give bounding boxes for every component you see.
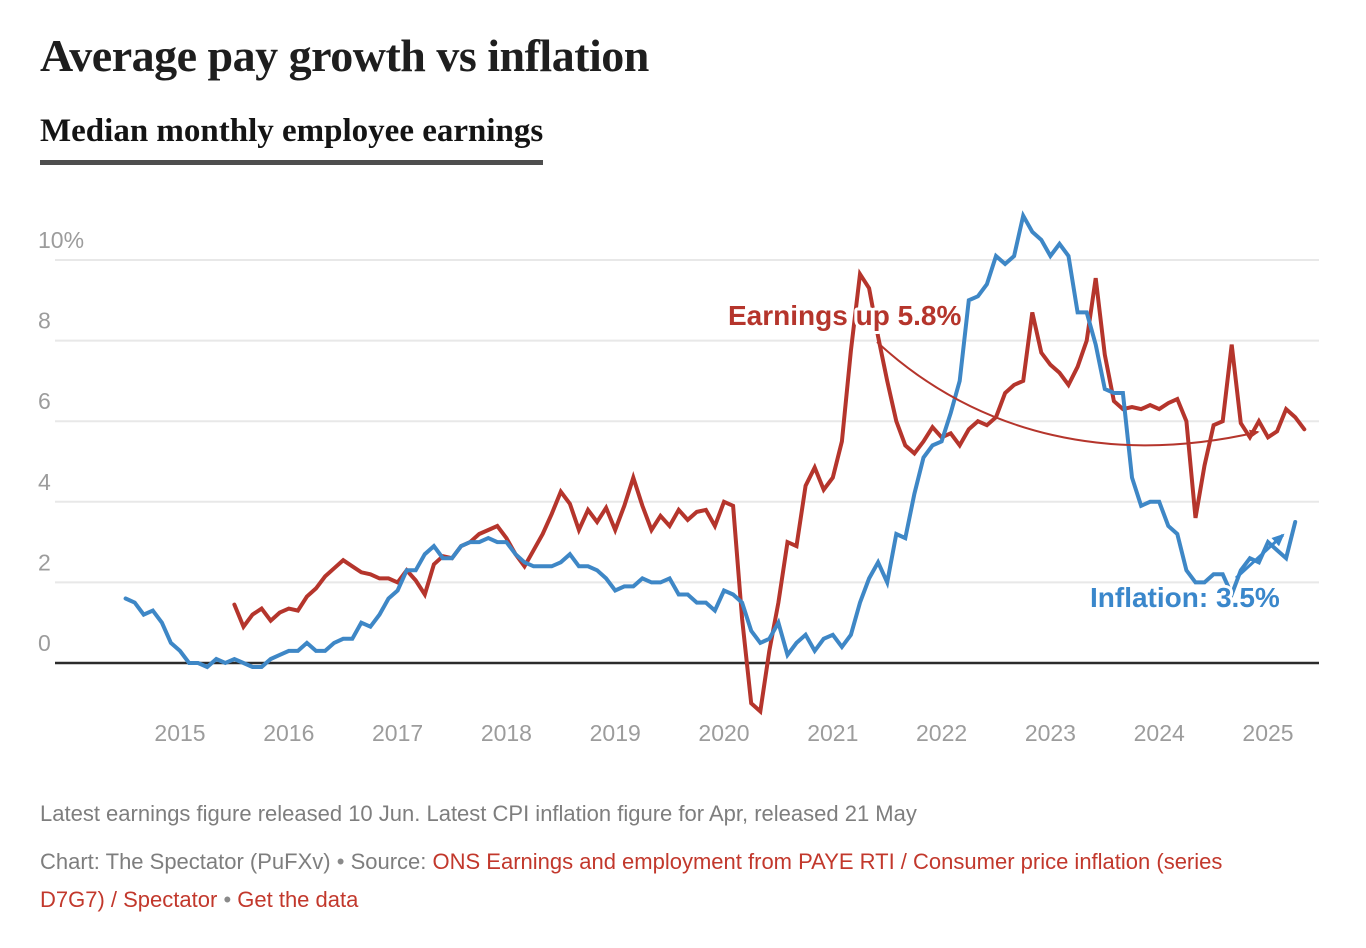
page-title: Average pay growth vs inflation [40,30,649,81]
x-tick-label: 2018 [481,720,532,746]
x-tick-label: 2016 [263,720,314,746]
line-chart-canvas: 0 2 4 6 8 10% 2015 2016 2017 2018 2019 2020 2021 2022… [38,210,1319,746]
chart-byline: Chart: The Spectator (PuFXv) • Source: O… [40,843,1250,919]
y-tick-label: 0 [38,630,51,656]
inflation-annotation-label: Inflation: 3.5% [1090,582,1280,613]
separator-dot: • [223,887,232,912]
inflation-line [123,210,1298,670]
separator-dot: • [336,849,345,874]
get-data-link[interactable]: Get the data [237,887,359,912]
x-tick-label: 2015 [154,720,205,746]
y-tick-label: 6 [38,388,51,414]
y-tick-label: 4 [38,469,51,495]
x-tick-label: 2019 [590,720,641,746]
x-tick-label: 2023 [1025,720,1076,746]
byline-credit: Chart: The Spectator (PuFXv) [40,849,331,874]
x-tick-label: 2025 [1242,720,1293,746]
x-tick-label: 2021 [807,720,858,746]
chart-subtitle-text: Median monthly employee earnings [40,112,544,165]
x-tick-label: 2017 [372,720,423,746]
source-link[interactable]: ONS Earnings and employment from PAYE RT… [40,849,1223,912]
chart-subtitle: Median monthly employee earnings [40,112,544,165]
source-label: Source: [350,849,427,874]
earnings-annotation-label: Earnings up 5.8% [728,300,961,331]
y-tick-label: 8 [38,308,51,334]
data-series [123,210,1307,716]
y-tick-label: 2 [38,549,51,575]
inflation-annotation-arrow [1234,533,1285,580]
x-tick-label: 2020 [698,720,749,746]
x-tick-label: 2022 [916,720,967,746]
axes-and-gridlines: 0 2 4 6 8 10% 2015 2016 2017 2018 2019 2020 2021 2022… [38,227,1319,746]
earnings-annotation-arrow [876,341,1260,447]
x-tick-label: 2024 [1134,720,1185,746]
annotations: Earnings up 5.8% Inflation: 3.5% [725,297,1285,616]
chart-notes: Latest earnings figure released 10 Jun. … [40,801,917,826]
y-tick-label: 10% [38,227,84,253]
